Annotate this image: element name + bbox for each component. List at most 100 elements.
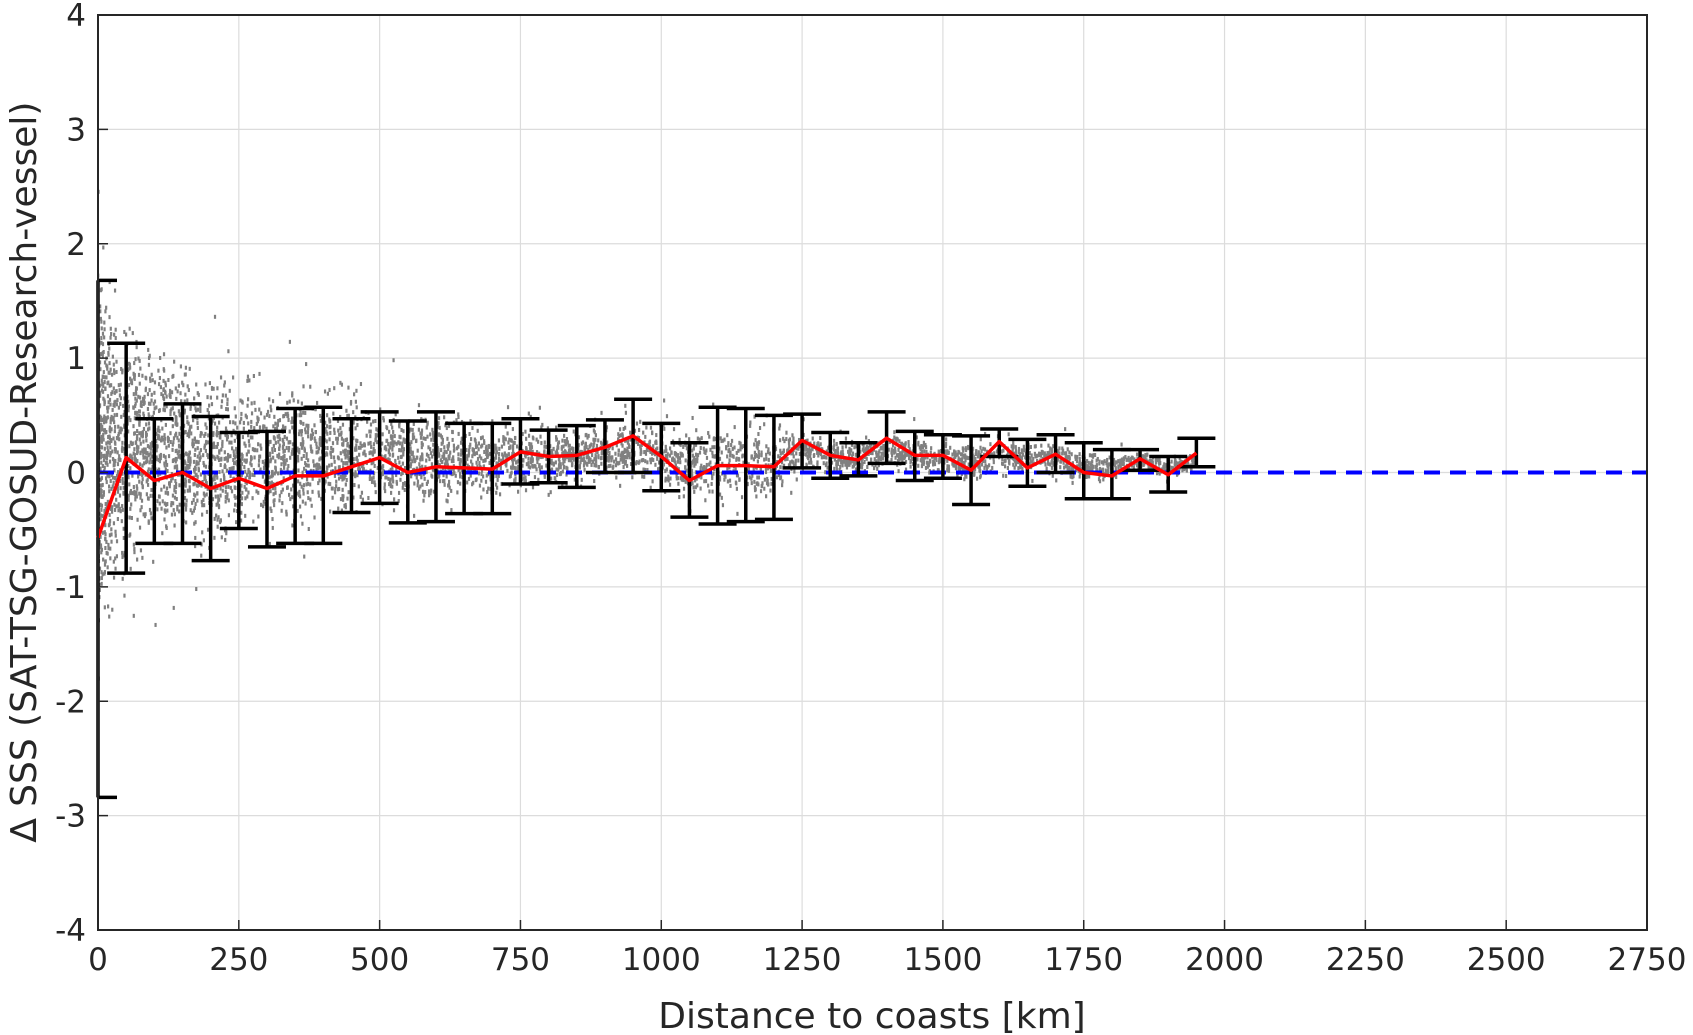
data-point: [272, 492, 275, 497]
data-point: [572, 429, 575, 434]
data-point: [134, 410, 137, 415]
data-point: [301, 521, 304, 526]
data-point: [626, 453, 629, 458]
data-point: [195, 439, 199, 444]
data-point: [386, 426, 389, 431]
data-point: [508, 474, 511, 479]
data-point: [1106, 463, 1109, 468]
data-point: [1064, 427, 1067, 432]
data-point: [739, 443, 742, 448]
data-point: [712, 402, 715, 407]
data-point: [621, 432, 624, 437]
data-point: [150, 392, 153, 397]
data-point: [781, 479, 784, 484]
data-point: [764, 470, 768, 475]
data-point: [559, 465, 562, 470]
data-point: [767, 457, 770, 462]
data-point: [449, 450, 452, 455]
data-point: [1067, 455, 1070, 460]
data-point: [691, 481, 694, 486]
data-point: [402, 449, 405, 454]
data-point: [240, 483, 243, 488]
data-point: [215, 429, 219, 434]
data-point: [835, 459, 838, 464]
data-point: [620, 433, 623, 438]
data-point: [803, 447, 806, 452]
data-point: [247, 433, 250, 438]
data-point: [978, 455, 982, 460]
data-point: [161, 426, 164, 431]
data-point: [338, 432, 341, 437]
data-point: [261, 504, 265, 509]
data-point: [115, 539, 119, 544]
data-point: [306, 463, 309, 468]
data-point: [220, 535, 223, 540]
data-point: [737, 456, 740, 461]
data-point: [300, 456, 303, 461]
data-point: [147, 421, 151, 426]
data-point: [200, 499, 203, 504]
data-point: [807, 456, 810, 461]
data-point: [226, 435, 229, 440]
data-point: [973, 459, 976, 464]
data-point: [591, 459, 594, 464]
data-point: [511, 448, 515, 453]
data-point: [1098, 479, 1102, 484]
data-point: [117, 424, 120, 429]
data-point: [226, 492, 229, 497]
data-point: [854, 452, 857, 457]
data-point: [844, 462, 847, 467]
data-point: [645, 425, 648, 430]
data-point: [455, 418, 458, 423]
data-point: [153, 390, 156, 395]
data-point: [538, 463, 541, 468]
data-point: [141, 473, 144, 478]
data-point: [270, 508, 273, 513]
data-point: [1154, 460, 1158, 465]
data-point: [276, 434, 279, 439]
data-point: [178, 449, 181, 454]
data-point: [421, 482, 424, 487]
data-point: [244, 443, 247, 448]
data-point: [326, 431, 329, 436]
data-point: [220, 457, 223, 462]
data-point: [822, 461, 825, 466]
data-point: [679, 442, 682, 447]
data-point: [531, 435, 534, 440]
data-point: [234, 486, 237, 491]
data-point: [188, 485, 191, 490]
data-point: [723, 437, 726, 442]
data-point: [217, 458, 221, 463]
data-point: [1061, 446, 1064, 451]
data-point: [699, 466, 702, 471]
data-point: [254, 407, 257, 412]
data-point: [283, 458, 286, 463]
data-point: [447, 479, 451, 484]
data-point: [711, 474, 714, 479]
data-point: [174, 459, 177, 464]
data-point: [513, 457, 516, 462]
data-point: [560, 446, 563, 451]
data-point: [838, 457, 841, 462]
data-point: [810, 460, 813, 465]
data-point: [346, 449, 350, 454]
data-point: [175, 396, 178, 401]
data-point: [399, 477, 402, 482]
data-point: [780, 460, 784, 465]
data-point: [791, 459, 794, 464]
data-point: [695, 428, 698, 433]
data-point: [346, 496, 349, 501]
data-point: [543, 473, 546, 478]
data-point: [836, 446, 839, 451]
data-point: [1086, 459, 1089, 464]
data-point: [785, 437, 788, 442]
data-point: [753, 485, 757, 490]
data-point: [235, 454, 238, 459]
data-point: [790, 451, 793, 456]
data-point: [547, 492, 550, 497]
data-point: [596, 450, 599, 455]
data-point: [684, 465, 687, 470]
data-point: [144, 375, 147, 380]
data-point: [136, 557, 139, 562]
data-point: [311, 449, 314, 454]
